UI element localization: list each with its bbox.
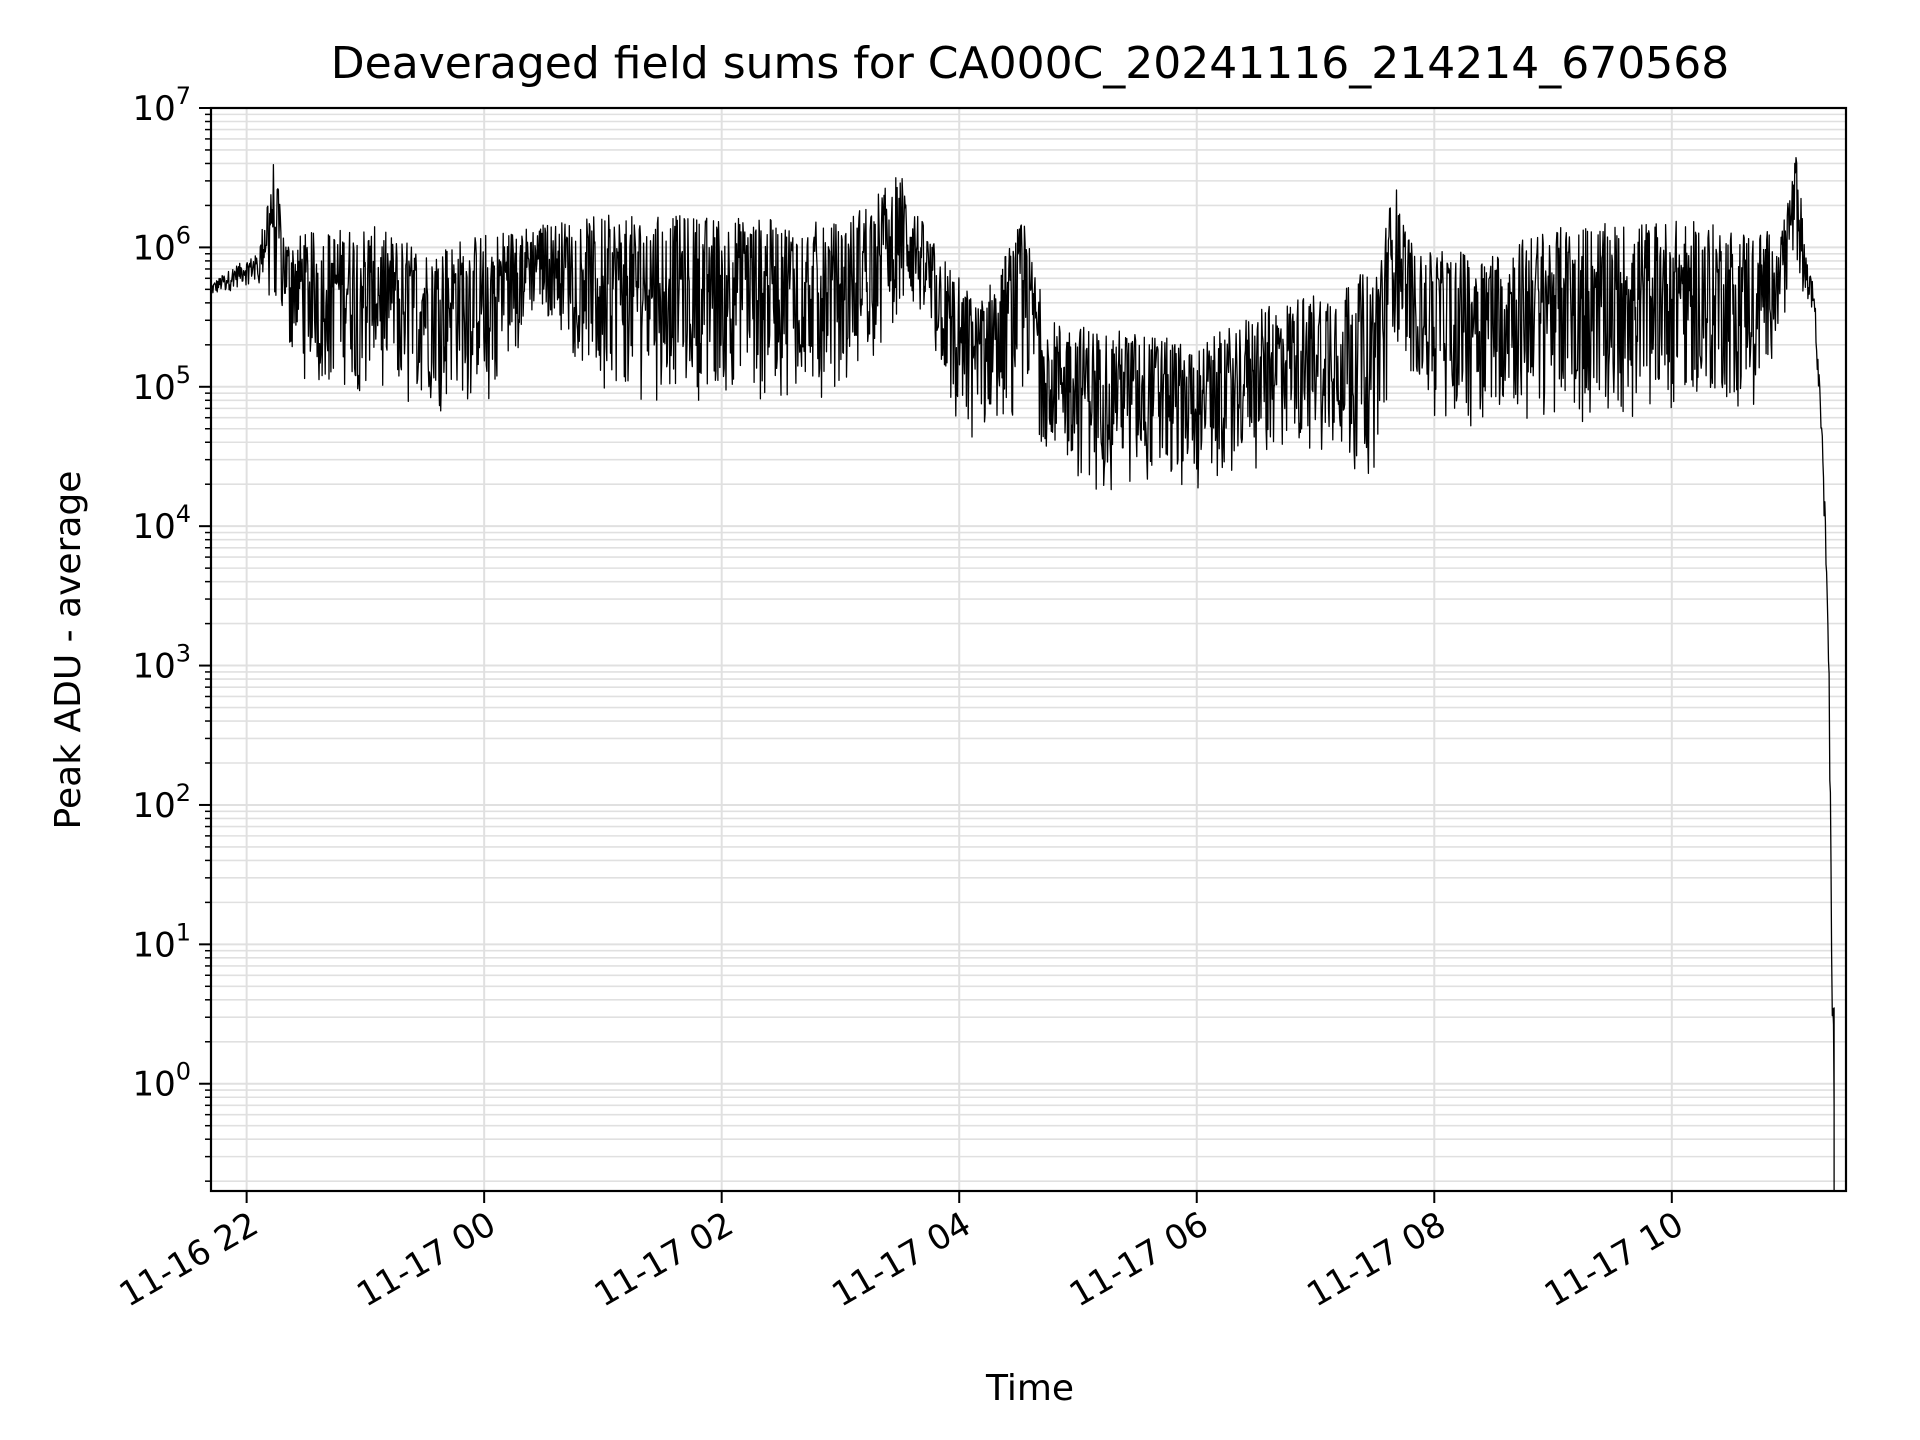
y-tick-label: 106 xyxy=(132,221,191,268)
plot-frame xyxy=(209,106,1848,1193)
x-axis-label: Time xyxy=(985,1368,1074,1409)
y-tick-label: 101 xyxy=(132,918,191,965)
y-tick-label: 104 xyxy=(132,500,191,547)
y-tick-label: 107 xyxy=(132,82,191,129)
chart-title: Deaveraged field sums for CA000C_2024111… xyxy=(331,38,1729,89)
y-tick-label: 102 xyxy=(132,779,191,826)
y-tick-label: 103 xyxy=(132,640,191,687)
plot-area xyxy=(211,157,1835,1191)
y-tick-label: 105 xyxy=(132,361,191,408)
y-tick-label: 100 xyxy=(132,1058,191,1105)
y-axis: 100 101 102 103 104 105 106 107 xyxy=(132,82,211,1182)
y-axis-label: Peak ADU - average xyxy=(48,471,89,830)
series-line xyxy=(211,157,1835,1191)
